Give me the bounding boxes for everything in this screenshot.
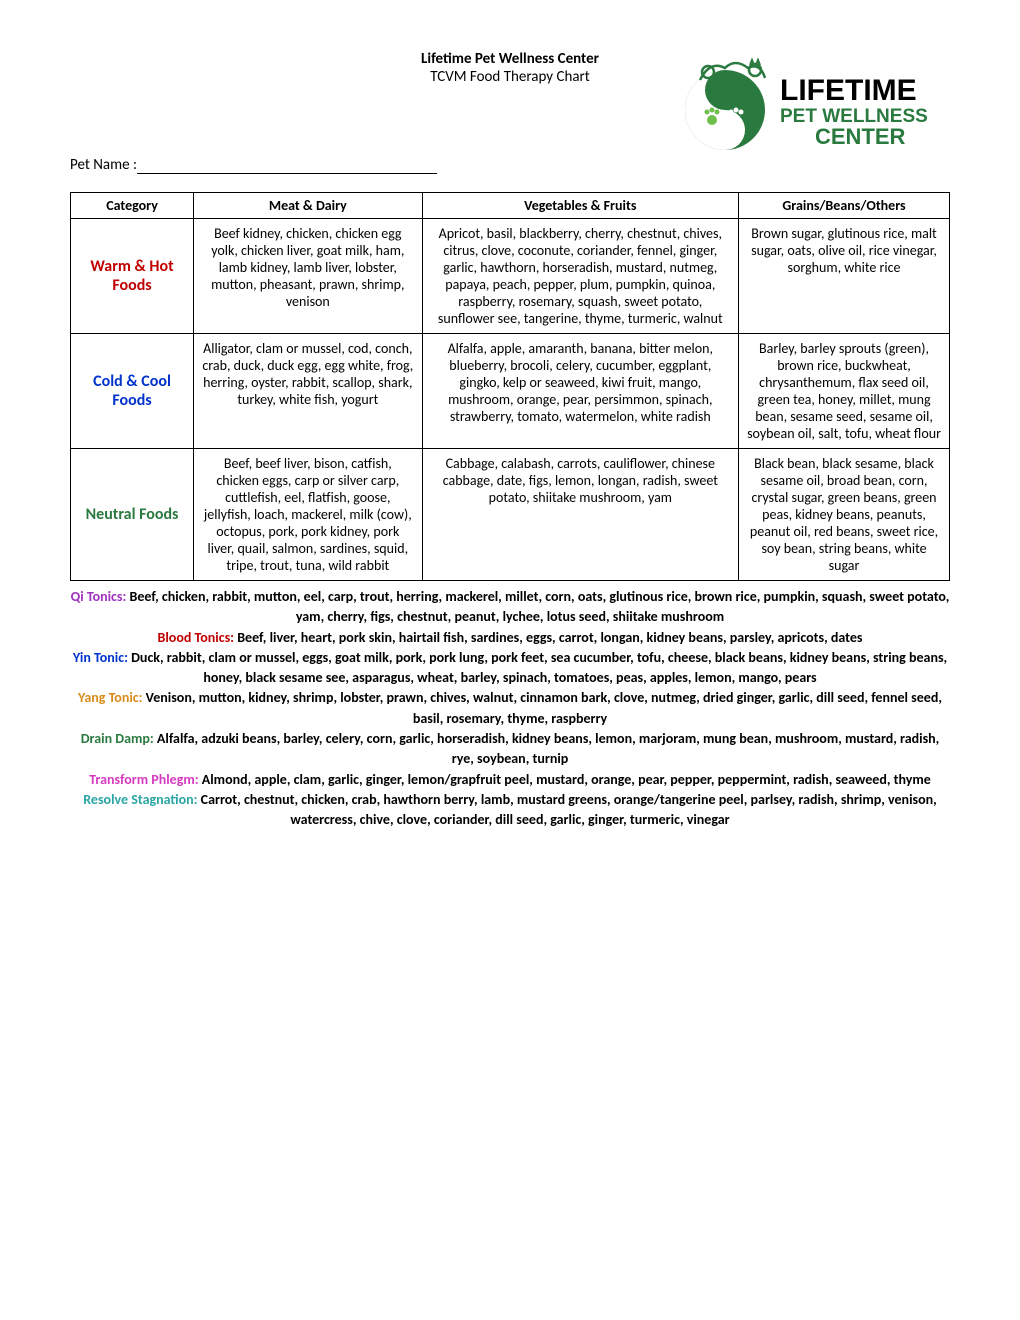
tonic-line: Blood Tonics: Beef, liver, heart, pork s… [70,628,950,648]
tonic-text: Carrot, chestnut, chicken, crab, hawthor… [198,791,937,828]
veg-cell: Cabbage, calabash, carrots, cauliflower,… [422,449,738,581]
logo-text-3: CENTER [815,124,906,149]
pet-name-label: Pet Name : [70,156,137,174]
tonic-text: Beef, chicken, rabbit, mutton, eel, carp… [126,588,949,625]
logo-text-1: LIFETIME [780,74,917,107]
tonics-section: Qi Tonics: Beef, chicken, rabbit, mutton… [70,587,950,831]
tonic-text: Duck, rabbit, clam or mussel, eggs, goat… [128,649,947,686]
tonic-text: Alfalfa, adzuki beans, barley, celery, c… [154,730,940,767]
tonic-label: Transform Phlegm: [89,771,198,788]
col-meat: Meat & Dairy [194,193,423,219]
veg-cell: Alfalfa, apple, amaranth, banana, bitter… [422,334,738,449]
col-veg: Vegetables & Fruits [422,193,738,219]
category-cell: Cold & Cool Foods [71,334,194,449]
tonic-text: Beef, liver, heart, pork skin, hairtail … [234,629,862,646]
tonic-text: Almond, apple, clam, garlic, ginger, lem… [199,771,931,788]
tonic-line: Resolve Stagnation: Carrot, chestnut, ch… [70,790,950,831]
tonic-label: Yang Tonic: [78,689,142,706]
table-row: Neutral FoodsBeef, beef liver, bison, ca… [71,449,950,581]
tonic-text: Venison, mutton, kidney, shrimp, lobster… [143,689,942,726]
pet-name-line[interactable] [137,173,437,174]
tonic-label: Drain Damp: [81,730,154,747]
veg-cell: Apricot, basil, blackberry, cherry, ches… [422,219,738,334]
tonic-line: Yin Tonic: Duck, rabbit, clam or mussel,… [70,648,950,689]
tonic-line: Yang Tonic: Venison, mutton, kidney, shr… [70,688,950,729]
table-row: Cold & Cool FoodsAlligator, clam or muss… [71,334,950,449]
category-cell: Neutral Foods [71,449,194,581]
tonic-label: Yin Tonic: [73,649,128,666]
tonic-label: Qi Tonics: [71,588,127,605]
header: Lifetime Pet Wellness Center TCVM Food T… [70,50,950,174]
food-therapy-table: Category Meat & Dairy Vegetables & Fruit… [70,192,950,581]
tonic-line: Drain Damp: Alfalfa, adzuki beans, barle… [70,729,950,770]
tonic-line: Qi Tonics: Beef, chicken, rabbit, mutton… [70,587,950,628]
table-header-row: Category Meat & Dairy Vegetables & Fruit… [71,193,950,219]
meat-cell: Beef kidney, chicken, chicken egg yolk, … [194,219,423,334]
tonic-line: Transform Phlegm: Almond, apple, clam, g… [70,770,950,790]
logo: LIFETIME PET WELLNESS CENTER [680,50,950,160]
table-row: Warm & Hot FoodsBeef kidney, chicken, ch… [71,219,950,334]
tonic-label: Resolve Stagnation: [83,791,197,808]
col-category: Category [71,193,194,219]
col-grains: Grains/Beans/Others [739,193,950,219]
meat-cell: Alligator, clam or mussel, cod, conch, c… [194,334,423,449]
grains-cell: Black bean, black sesame, black sesame o… [739,449,950,581]
grains-cell: Brown sugar, glutinous rice, malt sugar,… [739,219,950,334]
meat-cell: Beef, beef liver, bison, catfish, chicke… [194,449,423,581]
grains-cell: Barley, barley sprouts (green), brown ri… [739,334,950,449]
tonic-label: Blood Tonics: [158,629,235,646]
category-cell: Warm & Hot Foods [71,219,194,334]
